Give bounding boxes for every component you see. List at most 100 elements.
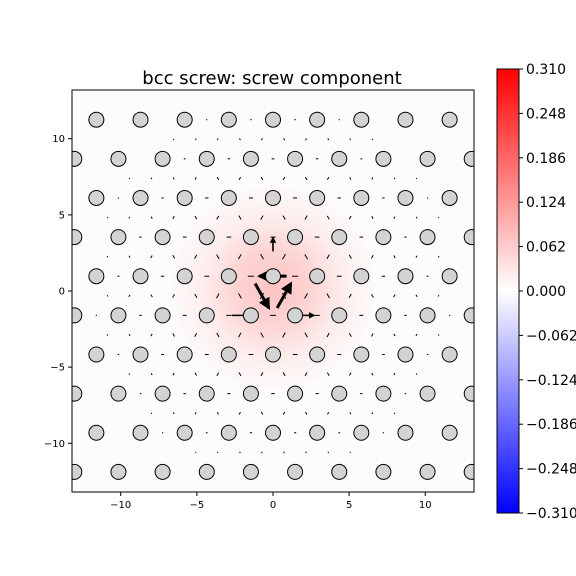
atom-point bbox=[132, 189, 149, 206]
minor-arrow bbox=[415, 294, 418, 298]
minor-arrow bbox=[437, 334, 440, 336]
atom-point bbox=[463, 150, 474, 167]
minor-arrow bbox=[172, 216, 175, 220]
minor-arrow bbox=[370, 254, 374, 259]
atom-point bbox=[441, 189, 458, 206]
minor-arrow bbox=[172, 177, 175, 180]
minor-arrow bbox=[172, 254, 176, 259]
minor-arrow bbox=[393, 412, 396, 415]
colorbar-tick-label: −0.186 bbox=[526, 417, 576, 433]
minor-arrow bbox=[194, 254, 198, 259]
atom-point bbox=[265, 111, 281, 128]
atom-point bbox=[242, 385, 259, 402]
atom-point bbox=[397, 189, 414, 206]
minor-arrow bbox=[371, 294, 374, 298]
minor-arrow bbox=[393, 372, 396, 376]
minor-arrow bbox=[260, 138, 263, 141]
minor-arrow bbox=[194, 372, 198, 376]
minor-arrow bbox=[260, 332, 264, 338]
minor-arrow bbox=[172, 333, 175, 337]
minor-arrow bbox=[349, 412, 352, 415]
minor-arrow bbox=[194, 177, 197, 180]
minor-arrow bbox=[371, 177, 374, 180]
atom-point bbox=[441, 111, 458, 128]
atom-point bbox=[265, 189, 281, 206]
atom-point bbox=[154, 463, 171, 480]
minor-arrow bbox=[106, 255, 109, 258]
atom-point bbox=[375, 229, 392, 246]
minor-arrow bbox=[304, 254, 309, 260]
atom-point bbox=[176, 424, 193, 441]
atom-point bbox=[397, 424, 414, 441]
atom-point bbox=[441, 268, 458, 285]
minor-arrow bbox=[304, 293, 308, 299]
atom-point bbox=[331, 307, 348, 324]
minor-arrow bbox=[150, 372, 153, 376]
minor-arrow bbox=[194, 412, 197, 415]
minor-arrow bbox=[172, 294, 175, 298]
minor-arrow bbox=[326, 254, 330, 260]
minor-arrow bbox=[150, 216, 153, 219]
minor-arrow bbox=[238, 293, 242, 299]
minor-arrow bbox=[371, 333, 374, 337]
minor-arrow bbox=[194, 333, 198, 338]
minor-arrow bbox=[415, 216, 418, 219]
atom-point bbox=[419, 463, 436, 480]
atom-point bbox=[242, 463, 259, 480]
colorbar: 0.310 0.248 0.186 0.124 0.062 0.000 −0.062 −0.1… bbox=[496, 62, 576, 522]
core-arrow bbox=[275, 281, 293, 309]
minor-arrow bbox=[172, 138, 175, 141]
colorbar-tick-label: −0.310 bbox=[526, 506, 576, 522]
minor-arrow bbox=[128, 294, 131, 298]
atom-point bbox=[88, 189, 105, 206]
minor-arrow bbox=[150, 412, 153, 415]
minor-arrow bbox=[283, 138, 286, 141]
minor-arrow bbox=[393, 294, 396, 298]
x-axis: −10 −5 0 5 10 bbox=[110, 492, 432, 511]
minor-arrow bbox=[195, 451, 197, 454]
atom-point bbox=[419, 150, 436, 167]
atom-point bbox=[198, 385, 215, 402]
minor-arrow bbox=[304, 372, 308, 377]
x-tick-label: 10 bbox=[419, 500, 432, 511]
minor-arrow bbox=[393, 216, 396, 219]
minor-arrow bbox=[150, 177, 153, 180]
atom-point bbox=[88, 268, 105, 285]
minor-arrow bbox=[238, 215, 242, 220]
minor-arrow bbox=[437, 294, 440, 297]
colorbar-tick-label: 0.062 bbox=[526, 240, 566, 256]
y-tick-label: 5 bbox=[59, 210, 65, 221]
atom-point bbox=[287, 229, 304, 246]
x-tick-label: −5 bbox=[189, 500, 204, 511]
atom-point bbox=[242, 150, 259, 167]
plot-area bbox=[72, 90, 474, 492]
minor-arrow bbox=[415, 333, 418, 337]
atom-point bbox=[242, 229, 259, 246]
minor-arrow bbox=[349, 451, 351, 454]
minor-arrow bbox=[326, 293, 330, 299]
minor-arrow bbox=[216, 411, 219, 415]
minor-arrow bbox=[282, 411, 286, 415]
minor-arrow bbox=[260, 215, 264, 220]
atom-point bbox=[132, 111, 149, 128]
atom-point bbox=[132, 346, 149, 363]
minor-arrow bbox=[371, 138, 374, 141]
minor-arrow bbox=[194, 293, 198, 299]
atom-point bbox=[242, 307, 259, 324]
atom-point bbox=[132, 424, 149, 441]
colorbar-tick-label: 0.000 bbox=[526, 284, 566, 300]
minor-arrow bbox=[239, 138, 241, 141]
x-tick-label: −10 bbox=[110, 500, 131, 511]
minor-arrow bbox=[305, 411, 308, 415]
y-tick-label: −5 bbox=[50, 363, 65, 374]
atom-point bbox=[220, 189, 237, 206]
minor-arrow bbox=[216, 215, 220, 220]
atom-point bbox=[154, 229, 171, 246]
atom-point bbox=[88, 424, 105, 441]
colorbar-tick-label: −0.062 bbox=[526, 328, 576, 344]
atom-point bbox=[287, 307, 304, 324]
minor-arrow bbox=[327, 411, 330, 415]
minor-arrow bbox=[282, 176, 286, 181]
atom-point bbox=[353, 268, 370, 285]
atom-point bbox=[220, 346, 237, 363]
